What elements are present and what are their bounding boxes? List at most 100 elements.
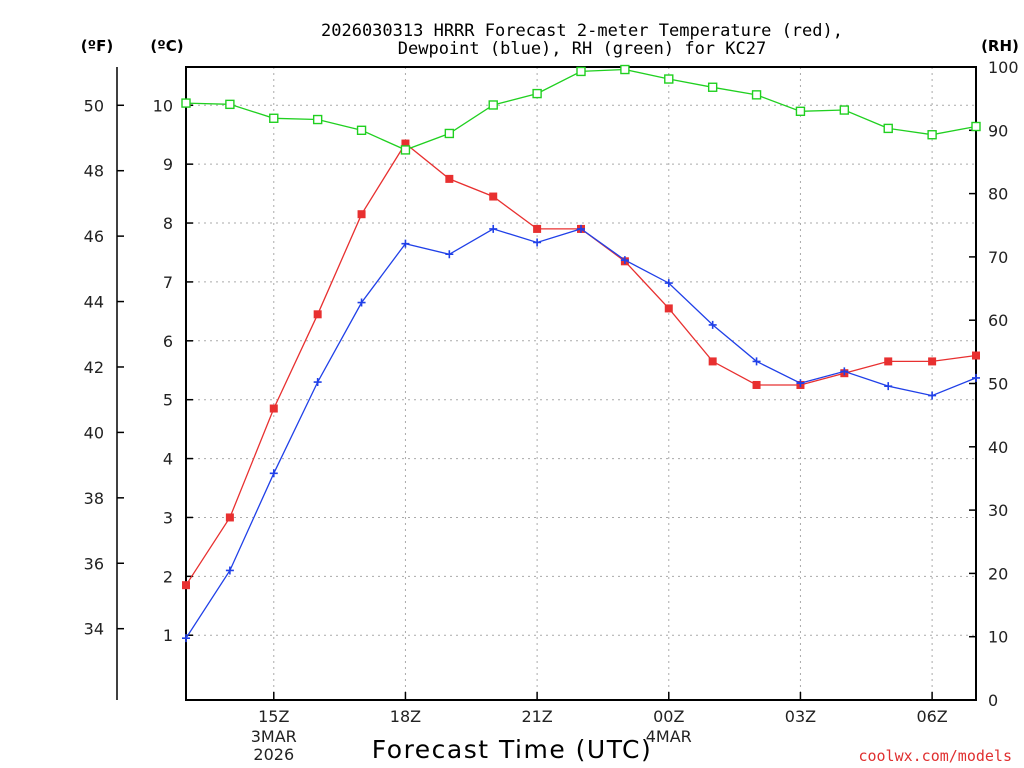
dewpoint-point [269,469,278,478]
celsius-tick-label: 2 [163,567,173,586]
rh-point [356,125,367,136]
celsius-tick-label: 9 [163,155,173,174]
rh-tick-label: 40 [988,438,1008,457]
x-tick-label: 03Z [785,707,816,726]
dewpoint-line [185,228,977,639]
plot-frame [185,66,977,701]
dewpoint-point [357,298,366,307]
dewpoint-point [225,566,234,575]
fahrenheit-unit-label: (ºF) [81,37,113,55]
dewpoint-point [313,378,322,387]
dewpoint-point [533,238,542,247]
chart-title-line2: Dewpoint (blue), RH (green) for KC27 [398,39,766,59]
rh-tick-label: 70 [988,248,1008,267]
dewpoint-point [445,250,454,259]
rh-unit-label: (RH) [981,37,1019,55]
x-axis-label: Forecast Time (UTC) [372,735,652,764]
temperature-point [533,224,542,233]
temperature-point [182,581,190,590]
temperature-point [489,192,498,201]
fahrenheit-tick-label: 46 [84,227,104,246]
rh-point [707,82,718,92]
rh-point [181,98,191,108]
rh-tick-label: 0 [988,691,998,710]
celsius-tick-label: 10 [153,96,173,115]
temperature-point [752,380,761,389]
x-tick-label: 18Z [390,707,421,726]
celsius-tick-label: 6 [163,332,173,351]
dewpoint-point [664,279,673,288]
rh-point [839,105,850,115]
fahrenheit-tick-label: 40 [84,423,104,442]
rh-tick-label: 60 [988,311,1008,330]
celsius-tick-label: 7 [163,273,173,292]
rh-point [795,106,806,117]
dewpoint-point [708,320,717,329]
rh-tick-label: 80 [988,185,1008,204]
temperature-point [269,404,278,413]
x-tick-label: 15Z [258,707,289,726]
rh-point [400,145,411,155]
dewpoint-point [884,382,893,391]
chart-title-line1: 2026030313 HRRR Forecast 2-meter Tempera… [321,21,843,41]
dewpoint-point [796,379,805,388]
x-date-label: 2026 [253,745,294,764]
rh-point [225,99,235,110]
x-tick-label: 00Z [653,707,684,726]
temperature-point [708,357,717,366]
temperature-point [928,357,937,366]
fahrenheit-tick-label: 38 [84,489,104,508]
rh-point [664,74,674,84]
dewpoint-point [577,224,585,233]
rh-point [312,114,323,125]
celsius-tick-label: 1 [163,626,173,645]
rh-point [883,123,893,134]
rh-tick-label: 20 [988,564,1008,583]
rh-point [971,121,981,132]
data-series [181,64,981,643]
rh-point [532,88,542,99]
x-date-label: 4MAR [646,727,692,746]
dewpoint-point [928,391,937,400]
fahrenheit-tick-label: 42 [84,358,104,377]
rh-tick-label: 30 [988,501,1008,520]
grid-lines [186,67,976,700]
axis-ticks: 1234567891034363840424446485001020304050… [84,58,1019,764]
celsius-tick-label: 5 [163,391,173,410]
fahrenheit-tick-label: 36 [84,554,104,573]
rh-point [927,130,937,140]
temperature-point [972,351,980,360]
rh-point [576,66,586,77]
dewpoint-point [752,357,761,366]
dewpoint-point [182,634,190,643]
temperature-point [225,513,234,522]
rh-point [751,90,762,100]
x-tick-label: 06Z [916,707,947,726]
dewpoint-point [489,224,498,233]
dewpoint-point [972,373,980,382]
dewpoint-point [401,239,410,248]
rh-tick-label: 100 [988,58,1019,77]
credit-label: coolwx.com/models [858,747,1012,765]
fahrenheit-tick-label: 50 [84,96,104,115]
temperature-point [313,310,322,319]
rh-point [269,113,279,123]
celsius-tick-label: 3 [163,508,173,527]
temperature-point [884,357,893,366]
fahrenheit-tick-label: 48 [84,162,104,181]
fahrenheit-tick-label: 34 [84,620,104,639]
rh-point [444,128,455,139]
rh-tick-label: 50 [988,375,1008,394]
rh-point [488,100,498,110]
celsius-tick-label: 4 [163,450,173,469]
x-date-label: 3MAR [251,727,297,746]
temperature-point [401,139,410,148]
dewpoint-point [840,367,849,376]
temperature-line [185,142,977,586]
rh-tick-label: 90 [988,121,1008,140]
fahrenheit-tick-label: 44 [84,293,104,312]
celsius-unit-label: (ºC) [150,37,183,55]
dewpoint-point [620,256,629,265]
rh-point [620,64,630,75]
